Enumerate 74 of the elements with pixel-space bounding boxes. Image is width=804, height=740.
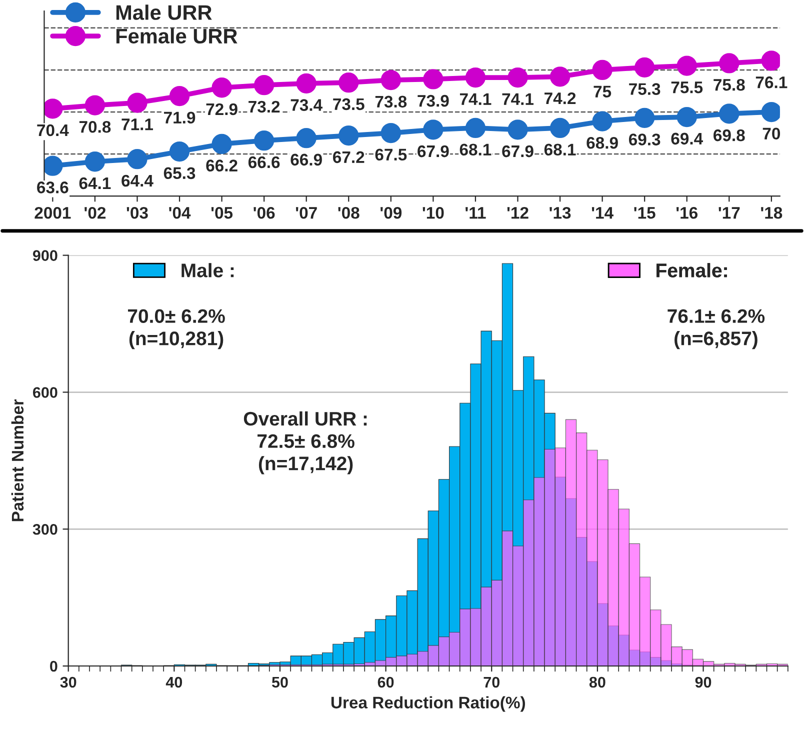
data-label: 67.9 [418,145,449,158]
x-tick-label: '13 [550,206,571,219]
data-label: 71.1 [122,118,153,130]
data-label: 63.6 [37,182,68,194]
x-tick-label: '10 [422,206,444,219]
data-label: 74.1 [502,93,534,105]
data-label: 74.2 [544,92,576,104]
data-label: 72.9 [206,103,238,116]
data-label: 70 [762,128,780,140]
x-tick-label: '18 [761,206,782,219]
data-label: 68.1 [460,144,492,156]
x-tick-label: '12 [507,206,528,219]
data-label: 66.6 [248,156,280,168]
data-label: 73.2 [248,100,280,113]
legend-label: Female URR [116,28,238,44]
data-label: 69.4 [671,132,703,145]
data-label: 70.8 [79,121,111,133]
x-tick-label: 30 [60,676,76,688]
annotation: 70.0± 6.2% (n=10,281) [128,309,225,350]
x-tick-label: '04 [169,206,191,219]
data-label: 75.3 [629,83,660,95]
x-tick-label: 90 [695,676,712,688]
data-label: 73.8 [375,96,407,108]
x-tick-label: '17 [718,207,740,219]
annotation: 76.1± 6.2% (n=6,857) [668,309,765,350]
x-tick-label: '07 [296,206,317,219]
data-label: 67.9 [502,145,534,158]
y-tick-label: 300 [32,524,58,535]
data-label: 69.3 [628,134,660,146]
x-tick-label: '03 [126,206,148,219]
annotation: Overall URR : 72.5± 6.8% (n=17,142) [244,411,367,474]
x-tick-label: '02 [84,206,106,219]
x-tick-label: '14 [592,207,614,219]
data-label: 66.9 [290,154,322,166]
y-tick-label: 0 [50,660,58,672]
x-tick-label: '06 [254,206,275,219]
x-tick-label: '08 [338,206,360,219]
x-tick-label: '16 [676,206,698,219]
legend-label: Female: [656,263,727,278]
x-tick-label: 70 [484,676,500,688]
data-label: 68.9 [586,136,618,149]
data-label: 69.8 [714,129,745,142]
legend-label: Male URR [116,4,212,20]
x-tick-label: '09 [380,206,402,219]
x-axis-title: Urea Reduction Ratio(%) [331,696,525,712]
x-tick-label: '11 [466,207,486,219]
data-label: 67.2 [333,151,364,164]
y-axis-title: Patient Number [11,399,24,522]
data-label: 64.4 [122,174,154,187]
data-label: 75 [594,86,612,98]
data-label: 73.9 [418,94,449,107]
data-label: 75.8 [714,78,745,91]
x-tick-label: 60 [378,676,394,688]
data-label: 73.5 [333,98,364,110]
data-label: 65.3 [164,167,196,180]
data-label: 67.5 [375,148,407,161]
data-label: 66.2 [206,160,238,172]
data-label: 76.1 [756,76,788,88]
x-tick-label: 80 [589,676,606,688]
y-tick-label: 600 [32,387,58,398]
data-label: 68.1 [544,144,576,156]
legend-label: Male : [182,263,234,278]
data-label: 74.1 [460,93,492,105]
x-tick-label: 40 [166,676,182,688]
x-tick-label: '05 [211,206,233,219]
x-tick-label: 50 [272,676,288,688]
data-label: 70.4 [37,124,69,136]
data-label: 64.1 [79,177,111,190]
x-tick-label: 2001 [34,206,71,219]
data-label: 73.4 [290,99,322,111]
x-tick-label: '15 [634,207,656,219]
data-label: 71.9 [164,112,196,124]
y-tick-label: 900 [32,250,58,261]
data-label: 75.5 [671,82,703,94]
